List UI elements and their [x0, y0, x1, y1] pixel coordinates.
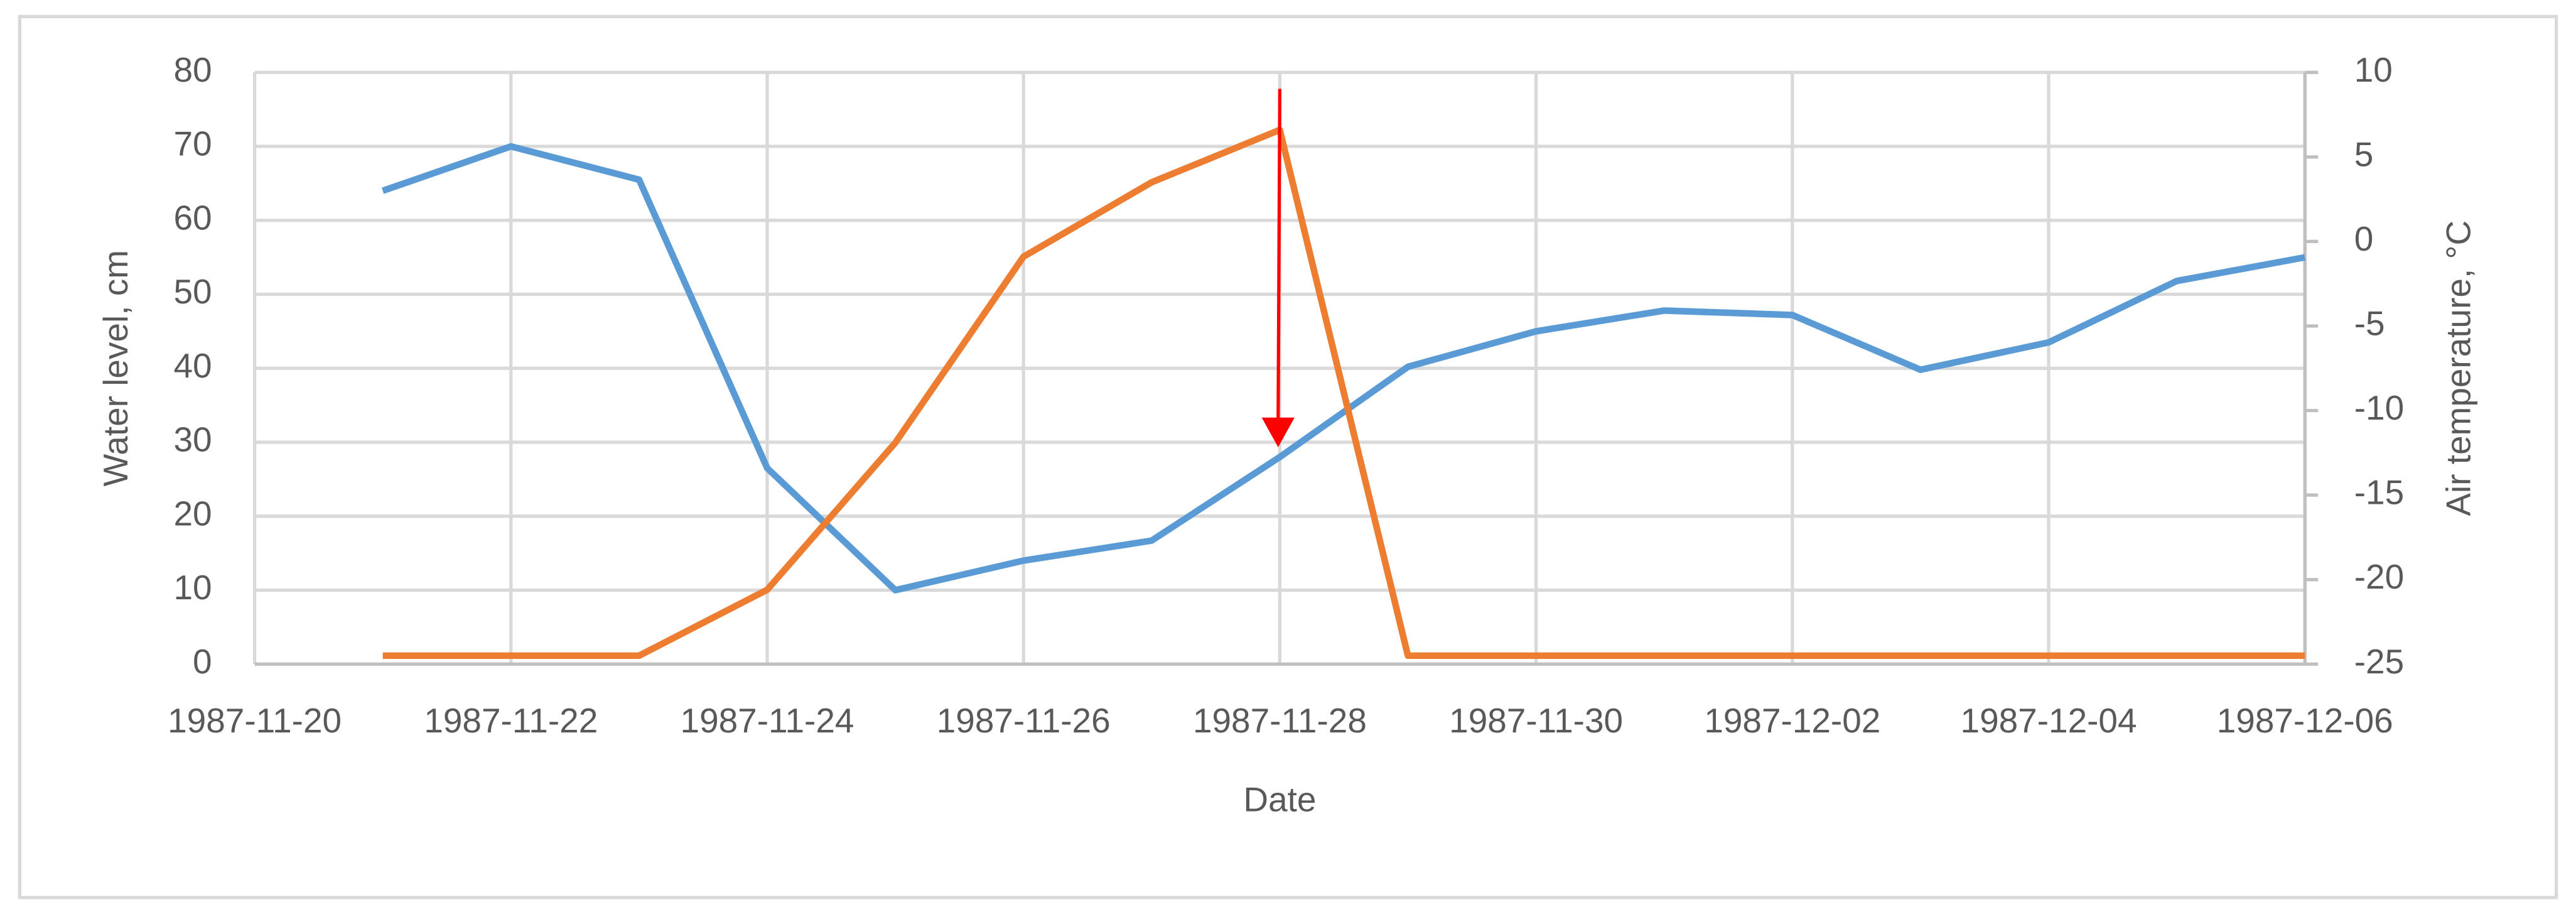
- y-tick-label: 20: [173, 494, 212, 533]
- y-tick-label: 80: [173, 50, 212, 89]
- series-line: [381, 143, 2306, 594]
- arrow-head: [1261, 417, 1295, 447]
- arrow-shaft: [1276, 89, 1282, 421]
- annotation-arrow: [1261, 89, 1295, 447]
- y-axis-label: Water level, cm: [96, 250, 135, 486]
- series-line: [382, 126, 2305, 660]
- plot-area: 1987-11-20 1987-11-22 1987-11-24 1987-11-26…: [168, 50, 2404, 740]
- x-tick-label: 1987-11-30: [1449, 701, 1623, 740]
- x-tick-label: 1987-12-06: [2217, 701, 2393, 740]
- x-tick-label: 1987-12-02: [1704, 701, 1880, 740]
- x-tick-label: 1987-11-22: [424, 701, 598, 740]
- chart-border: [18, 14, 2558, 900]
- y-tick-label: 30: [173, 420, 212, 459]
- y2-tick-label: 10: [2354, 50, 2393, 89]
- y2-tick-label: -15: [2354, 473, 2404, 512]
- y2-tick-label: -20: [2354, 557, 2404, 596]
- y-tick-label: 70: [173, 124, 212, 163]
- y-tick-label: 60: [173, 198, 212, 237]
- y-tick-label: 50: [173, 272, 212, 311]
- y2-tick-label: 0: [2354, 219, 2374, 258]
- y2-axis-label: Air temperature, °C: [2439, 220, 2477, 516]
- x-tick-label: 1987-11-20: [168, 701, 342, 740]
- y-tick-label: 40: [173, 346, 212, 385]
- x-tick-label: 1987-12-04: [1961, 701, 2137, 740]
- y-tick-label: 0: [193, 642, 212, 681]
- y2-tick-label: 5: [2354, 134, 2374, 173]
- x-tick-label: 1987-11-28: [1193, 701, 1367, 740]
- x-axis-label: Date: [1243, 780, 1316, 819]
- y2-tick-label: -5: [2354, 304, 2385, 343]
- y-tick-label: 10: [173, 568, 212, 607]
- x-tick-label: 1987-11-26: [937, 701, 1111, 740]
- y2-tick-label: -25: [2354, 642, 2404, 681]
- x-tick-label: 1987-11-24: [681, 701, 854, 740]
- y2-tick-label: -10: [2354, 388, 2404, 427]
